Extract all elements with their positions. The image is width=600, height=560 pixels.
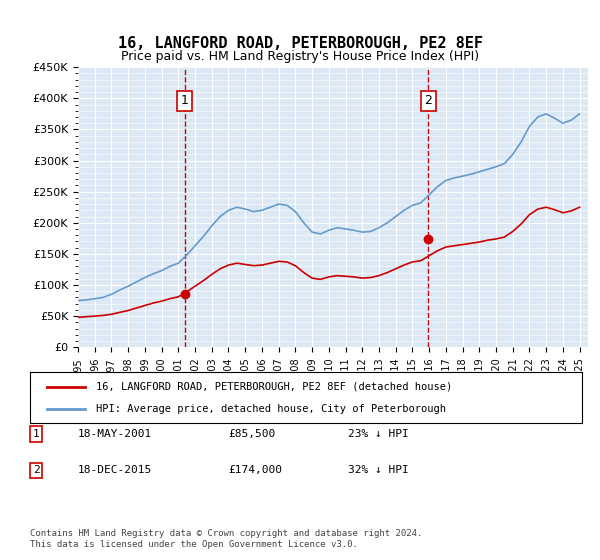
Text: HPI: Average price, detached house, City of Peterborough: HPI: Average price, detached house, City… [96, 404, 446, 414]
Text: 1: 1 [32, 429, 40, 439]
Text: 2: 2 [425, 94, 433, 108]
Text: £174,000: £174,000 [228, 465, 282, 475]
Text: 16, LANGFORD ROAD, PETERBOROUGH, PE2 8EF (detached house): 16, LANGFORD ROAD, PETERBOROUGH, PE2 8EF… [96, 381, 452, 391]
Text: 32% ↓ HPI: 32% ↓ HPI [348, 465, 409, 475]
Text: 23% ↓ HPI: 23% ↓ HPI [348, 429, 409, 439]
Text: 18-DEC-2015: 18-DEC-2015 [78, 465, 152, 475]
Text: £85,500: £85,500 [228, 429, 275, 439]
Text: Contains HM Land Registry data © Crown copyright and database right 2024.
This d: Contains HM Land Registry data © Crown c… [30, 529, 422, 549]
Text: 18-MAY-2001: 18-MAY-2001 [78, 429, 152, 439]
Text: Price paid vs. HM Land Registry's House Price Index (HPI): Price paid vs. HM Land Registry's House … [121, 50, 479, 63]
Text: 16, LANGFORD ROAD, PETERBOROUGH, PE2 8EF: 16, LANGFORD ROAD, PETERBOROUGH, PE2 8EF [118, 36, 482, 52]
Text: 2: 2 [32, 465, 40, 475]
Text: 1: 1 [181, 94, 188, 108]
